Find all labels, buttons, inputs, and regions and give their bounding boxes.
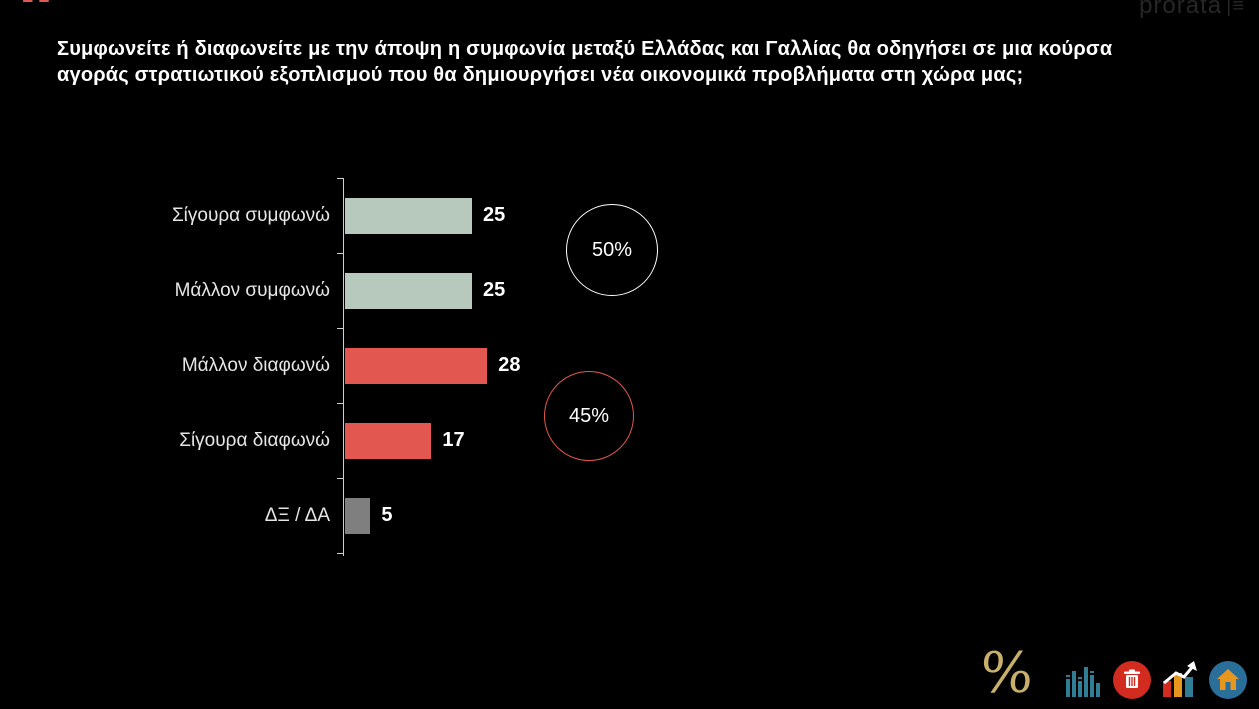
disagree-total-circle: 45% xyxy=(544,371,634,461)
bar xyxy=(345,422,432,459)
prorata-logo: prorata |≡ xyxy=(1139,0,1245,20)
bar-category-label: Σίγουρα διαφωνώ xyxy=(179,429,330,451)
equalizer-chart-icon xyxy=(1065,661,1103,699)
bar-row: Μάλλον συμφωνώ 25 xyxy=(0,253,760,328)
agree-total-label: 50% xyxy=(591,238,633,261)
bar-value-label: 28 xyxy=(498,354,521,376)
y-axis-line xyxy=(343,178,344,556)
bar-rows: Σίγουρα συμφωνώ 25 Μάλλον συμφωνώ 25 Μάλλον … xyxy=(0,178,760,553)
axis-tick xyxy=(337,478,343,479)
page-title: Συμφωνείτε ή διαφωνείτε με την άποψη η σ… xyxy=(57,38,1113,87)
footer-icons: % xyxy=(977,640,1247,706)
bar-chart: Σίγουρα συμφωνώ 25 Μάλλον συμφωνώ 25 Μάλλον … xyxy=(0,178,760,558)
bar-category-label: ΔΞ / ΔΑ xyxy=(264,504,330,526)
agree-total-circle: 50% xyxy=(566,204,658,296)
bar-row: Σίγουρα συμφωνώ 25 xyxy=(0,178,760,253)
bar xyxy=(345,497,371,534)
percent-icon: % xyxy=(977,640,1036,706)
quote-icon: “ xyxy=(18,0,60,52)
axis-tick xyxy=(337,403,343,404)
axis-tick xyxy=(337,178,343,179)
bar-row: ΔΞ / ΔΑ 5 xyxy=(0,478,760,553)
axis-tick xyxy=(337,328,343,329)
bar-category-label: Μάλλον διαφωνώ xyxy=(181,354,330,376)
prorata-logo-icon: |≡ xyxy=(1226,0,1245,17)
bar xyxy=(345,272,472,309)
bar-row: Σίγουρα διαφωνώ 17 xyxy=(0,403,760,478)
bar-value-label: 25 xyxy=(483,204,506,226)
bar-value-label: 25 xyxy=(483,279,506,301)
bar-category-label: Μάλλον συμφωνώ xyxy=(174,279,330,301)
bar-row: Μάλλον διαφωνώ 28 xyxy=(0,328,760,403)
bar-category-label: Σίγουρα συμφωνώ xyxy=(171,204,330,226)
bar xyxy=(345,197,472,234)
bar-value-label: 17 xyxy=(442,429,465,451)
bar-value-label: 5 xyxy=(381,504,393,526)
trash-icon xyxy=(1113,661,1151,699)
bar xyxy=(345,347,488,384)
axis-tick xyxy=(337,253,343,254)
home-icon xyxy=(1209,661,1247,699)
prorata-logo-text: prorata xyxy=(1139,0,1223,19)
growth-chart-icon xyxy=(1161,661,1199,699)
axis-tick xyxy=(337,553,343,554)
disagree-total-label: 45% xyxy=(568,404,610,427)
